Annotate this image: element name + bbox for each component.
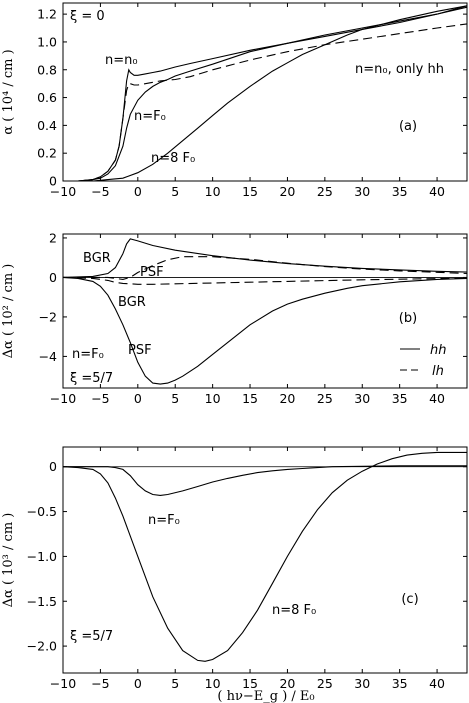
x-tick-label: −5 xyxy=(91,676,109,691)
y-tick-label: −2.0 xyxy=(27,639,57,654)
x-tick-label: 15 xyxy=(242,184,258,199)
annotation-n-f0: n=F₀ xyxy=(72,347,104,362)
x-tick-label: 30 xyxy=(354,184,370,199)
x-tick-label: −10 xyxy=(50,676,76,691)
x-tick-label: 30 xyxy=(354,676,370,691)
series-line xyxy=(63,5,468,182)
x-tick-label: 25 xyxy=(317,676,333,691)
panel-b: −10 −5 0 5 10 15 20 25 30 35 40 −4 −2 0 2 Δα ( 10² / c… xyxy=(1,230,468,406)
x-tick-label: 20 xyxy=(279,676,295,691)
y-tick-label: −2 xyxy=(39,309,57,324)
series-line xyxy=(63,23,468,182)
y-tick-label: −1.5 xyxy=(27,594,57,609)
annotation-psf-lh: PSF xyxy=(140,265,164,280)
panel-a: −10 −5 0 5 10 15 20 25 30 35 40 0 0.2 0.4 0.6 0.8 1.0 1.2… xyxy=(1,2,468,199)
x-tick-label: 0 xyxy=(134,391,142,406)
panel-c-ylabel: Δα ( 10³ / cm ) xyxy=(1,513,16,608)
legend-hh-label: hh xyxy=(430,343,446,358)
y-tick-label: 0.2 xyxy=(37,146,57,161)
panel-c: −10 −5 0 5 10 15 20 25 30 35 40 0 −0.5 −1.0 −1.5 −2.0 Δ… xyxy=(1,446,468,703)
y-tick-label: 0.4 xyxy=(37,118,57,133)
x-tick-label: 10 xyxy=(205,676,221,691)
x-tick-label: 20 xyxy=(279,391,295,406)
annotation-n-n0: n=n₀ xyxy=(105,53,138,68)
x-tick-label: 25 xyxy=(317,184,333,199)
series-line xyxy=(63,465,467,496)
legend-lh-label: lh xyxy=(432,364,444,379)
x-tick-label: 25 xyxy=(317,391,333,406)
x-tick-label: 35 xyxy=(392,676,408,691)
annotation-n-n0-only-hh: n=n₀, only hh xyxy=(355,62,444,77)
x-tick-label: 40 xyxy=(429,676,445,691)
annotation-xi-0: ξ = 0 xyxy=(70,9,105,24)
x-tick-label: 30 xyxy=(354,391,370,406)
x-tick-label: 10 xyxy=(205,184,221,199)
x-tick-label: 10 xyxy=(205,391,221,406)
x-tick-label: −10 xyxy=(50,391,76,406)
annotation-bgr-lh: BGR xyxy=(118,295,146,310)
x-tick-label: 5 xyxy=(171,184,179,199)
x-tick-label: 40 xyxy=(429,184,445,199)
panel-b-label: (b) xyxy=(399,311,417,326)
y-tick-label: 0.8 xyxy=(37,62,57,77)
series-line xyxy=(62,451,467,662)
series-line xyxy=(62,238,468,278)
panel-b-frame xyxy=(62,233,468,389)
x-tick-label: 35 xyxy=(392,391,408,406)
x-tick-label: −5 xyxy=(91,184,109,199)
annotation-n-f0: n=F₀ xyxy=(148,513,180,528)
y-tick-label: −0.5 xyxy=(27,504,57,519)
x-tick-label: 35 xyxy=(392,184,408,199)
panel-a-ylabel: α ( 10⁴ / cm ) xyxy=(1,49,16,134)
x-tick-label: 15 xyxy=(242,391,258,406)
panel-a-label: (a) xyxy=(399,119,417,134)
y-tick-label: 0.6 xyxy=(37,90,57,105)
x-tick-label: 15 xyxy=(242,676,258,691)
annotation-n-f0: n=F₀ xyxy=(134,109,166,124)
y-tick-label: 0 xyxy=(49,270,57,285)
series-line xyxy=(63,256,468,280)
y-tick-label: −1.0 xyxy=(27,549,57,564)
annotation-n-8f0: n=8 F₀ xyxy=(272,603,316,618)
x-tick-label: 5 xyxy=(171,676,179,691)
x-tick-label: 5 xyxy=(171,391,179,406)
x-tick-label: 40 xyxy=(429,391,445,406)
x-tick-label: −5 xyxy=(91,391,109,406)
annotation-xi-5-7: ξ =5/7 xyxy=(70,371,113,386)
y-tick-label: 0 xyxy=(49,459,57,474)
series-line xyxy=(62,276,468,285)
panel-c-xlabel: ( hν−E_g ) / E₀ xyxy=(217,689,314,703)
series-line xyxy=(62,276,468,385)
x-tick-label: 0 xyxy=(134,676,142,691)
y-tick-label: −4 xyxy=(39,349,57,364)
annotation-n-8f0: n=8 F₀ xyxy=(151,151,195,166)
panel-c-frame xyxy=(62,446,468,674)
series-line xyxy=(63,6,468,182)
y-tick-label: 1.0 xyxy=(37,34,57,49)
x-tick-label: 0 xyxy=(134,184,142,199)
panel-a-frame xyxy=(62,2,468,182)
x-tick-label: 20 xyxy=(279,184,295,199)
y-tick-label: 2 xyxy=(49,230,57,245)
annotation-psf-hh: PSF xyxy=(128,343,152,358)
panel-b-ylabel: Δα ( 10² / cm ) xyxy=(1,264,16,359)
legend: hh lh xyxy=(400,343,446,379)
y-tick-label: 0 xyxy=(49,174,57,189)
x-tick-label: −10 xyxy=(50,184,76,199)
panel-c-label: (c) xyxy=(401,592,418,607)
y-tick-label: 1.2 xyxy=(37,7,57,22)
annotation-xi-5-7: ξ =5/7 xyxy=(70,629,113,644)
annotation-bgr-hh: BGR xyxy=(83,251,111,266)
